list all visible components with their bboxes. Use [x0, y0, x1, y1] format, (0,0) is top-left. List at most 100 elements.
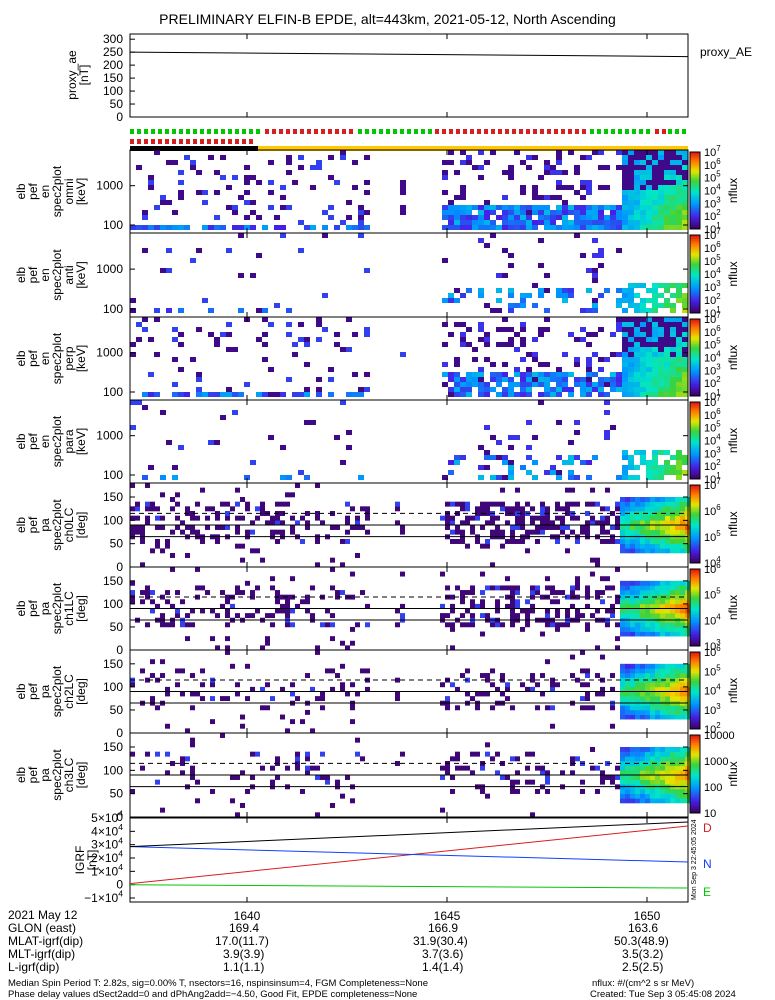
spectrogram-omni-cell [460, 160, 466, 165]
spectrogram-perp-ylabel-line: en [38, 352, 52, 365]
pitch-angle-ch1LC-cell [660, 626, 665, 632]
spectrogram-perp-cell [634, 362, 640, 367]
spectrogram-anti-colorbar-gradient-segment [690, 250, 700, 254]
spectrogram-perp-cell [556, 392, 562, 397]
pitch-angle-ch2LC-colorbar-gradient-segment [690, 692, 700, 695]
pitch-angle-ch3LC-cell [190, 765, 195, 771]
pitch-angle-ch2LC-colorbar-label-group: nflux [726, 678, 740, 703]
spectrogram-perp-cell [634, 367, 640, 372]
spectrogram-omni-cell [508, 225, 514, 230]
spectrogram-perp-colorbar-gradient-segment [690, 319, 700, 322]
pitch-angle-ch1LC-cell [550, 622, 555, 628]
pitch-angle-ch0LC-cell [620, 497, 625, 502]
spectrogram-omni-cell [292, 180, 298, 185]
spectrogram-perp-cell [598, 357, 604, 362]
pitch-angle-ch1LC-colorbar-gradient-segment [690, 619, 700, 622]
pitch-angle-ch2LC-cell [675, 714, 680, 720]
spectrogram-para-colorbar-gradient-segment [690, 446, 700, 449]
spectrogram-perp-cell [634, 352, 640, 357]
spectrogram-perp-colorbar-gradient-segment [690, 374, 700, 378]
pitch-angle-ch1LC-cell [220, 590, 225, 595]
pitch-angle-ch0LC-cell [475, 539, 480, 544]
pitch-angle-ch1LC-cell [550, 585, 555, 591]
pitch-angle-ch0LC-cell [665, 506, 670, 512]
spectrogram-omni-cell [130, 225, 136, 230]
spectrogram-omni-cell [646, 200, 652, 205]
pitch-angle-ch0LC-cell [480, 525, 485, 530]
spectrogram-omni-colorbar-gradient-segment [690, 192, 700, 195]
spectrogram-perp-cell [598, 367, 604, 372]
spectrogram-omni-colorbar-gradient-segment [690, 209, 700, 213]
pitch-angle-ch1LC-colorbar-tick: 105 [704, 587, 721, 602]
pitch-angle-ch1LC-cell [670, 622, 675, 628]
spectrogram-anti-cell [592, 268, 598, 273]
spectrogram-omni-cell [682, 205, 688, 210]
pitch-angle-ch1LC-colorbar-gradient-segment [690, 594, 700, 597]
spectrogram-perp-cell [628, 327, 634, 332]
spectrogram-omni-cell [676, 205, 682, 210]
spectrogram-perp-cell [316, 337, 322, 342]
spectrogram-omni-cell [538, 175, 544, 180]
spectrogram-omni-cell [514, 215, 520, 220]
pitch-angle-ch2LC-cell [670, 682, 675, 688]
spectrogram-perp-cell [640, 352, 646, 357]
pitch-angle-ch3LC-cell [530, 779, 535, 785]
pitch-angle-ch0LC-cell [470, 525, 475, 530]
spectrogram-perp-cell [622, 392, 628, 397]
spectrogram-perp-cell [502, 387, 508, 392]
spectrogram-omni-cell [166, 225, 172, 230]
pitch-angle-ch1LC-cell [275, 608, 280, 614]
pitch-angle-ch0LC-colorbar-gradient-segment [690, 553, 700, 556]
pitch-angle-ch3LC-colorbar-gradient-segment [690, 777, 700, 781]
spectrogram-para-cell [514, 435, 520, 440]
spectrogram-perp-colorbar-gradient-segment [690, 332, 700, 335]
pitch-angle-ch3LC-cell [665, 798, 670, 804]
spectrogram-para-colorbar-gradient-segment [690, 473, 700, 476]
pitch-angle-ch0LC-cell [620, 511, 625, 516]
pitch-angle-ch2LC-cell [240, 714, 245, 720]
spectrogram-perp-cell [586, 392, 592, 397]
spectrogram-perp-cell [442, 372, 448, 377]
pitch-angle-ch0LC-colorbar-gradient-segment [690, 510, 700, 513]
spectrogram-omni-cell [574, 210, 580, 215]
pitch-angle-ch0LC-cell [250, 520, 255, 526]
pitch-angle-ch0LC-cell [450, 515, 455, 521]
spectrogram-anti-cell [670, 283, 676, 288]
pitch-angle-ch0LC-colorbar-gradient-segment [690, 502, 700, 505]
spectrogram-omni-cell [478, 220, 484, 225]
spectrogram-omni-cell [460, 210, 466, 215]
pitch-angle-ch0LC-cell [495, 529, 500, 535]
pitch-angle-ch3LC-cell [525, 779, 530, 785]
pitch-angle-ch0LC-colorbar-gradient-segment [690, 520, 700, 523]
pitch-angle-ch1LC-cell [470, 603, 475, 609]
spectrogram-para-cell [508, 470, 514, 475]
proxy-ae-panel [129, 33, 689, 118]
pitch-angle-ch2LC-colorbar-gradient-segment [690, 696, 700, 699]
pitch-angle-ch0LC-cell [535, 539, 540, 544]
spectrogram-anti-cell [628, 283, 634, 288]
pitch-angle-ch2LC-cell [550, 723, 555, 729]
spectrogram-perp-cell [544, 327, 550, 332]
spectrogram-para-cell [220, 415, 226, 420]
pitch-angle-ch3LC-cell [640, 779, 645, 785]
spectrogram-omni-cell [442, 190, 448, 195]
spectrogram-omni-cell [670, 160, 676, 165]
pitch-angle-ch2LC-cell [640, 668, 645, 674]
status-flag-red [314, 129, 318, 134]
pitch-angle-ch0LC-cell [510, 529, 515, 535]
pitch-angle-ch2LC-cell [505, 682, 510, 688]
spectrogram-perp-cell [262, 332, 268, 337]
spectrogram-perp-cell [346, 347, 352, 352]
igrf-line-e [129, 884, 689, 889]
spectrogram-anti-cell [196, 248, 202, 253]
spectrogram-omni-cell [610, 205, 616, 210]
pitch-angle-ch2LC-cell [630, 673, 635, 678]
pitch-angle-ch3LC-cell [660, 779, 665, 785]
spectrogram-para-ylabel-line: spec2plot [50, 415, 64, 467]
spectrogram-perp-cell [664, 372, 670, 377]
spectrogram-perp-cell [598, 387, 604, 392]
proxy-ae-ylabel-line: [nT] [77, 65, 91, 86]
pitch-angle-ch2LC-cell [665, 668, 670, 674]
pitch-angle-ch0LC-cell [475, 506, 480, 512]
pitch-angle-ch0LC-cell [265, 520, 270, 526]
